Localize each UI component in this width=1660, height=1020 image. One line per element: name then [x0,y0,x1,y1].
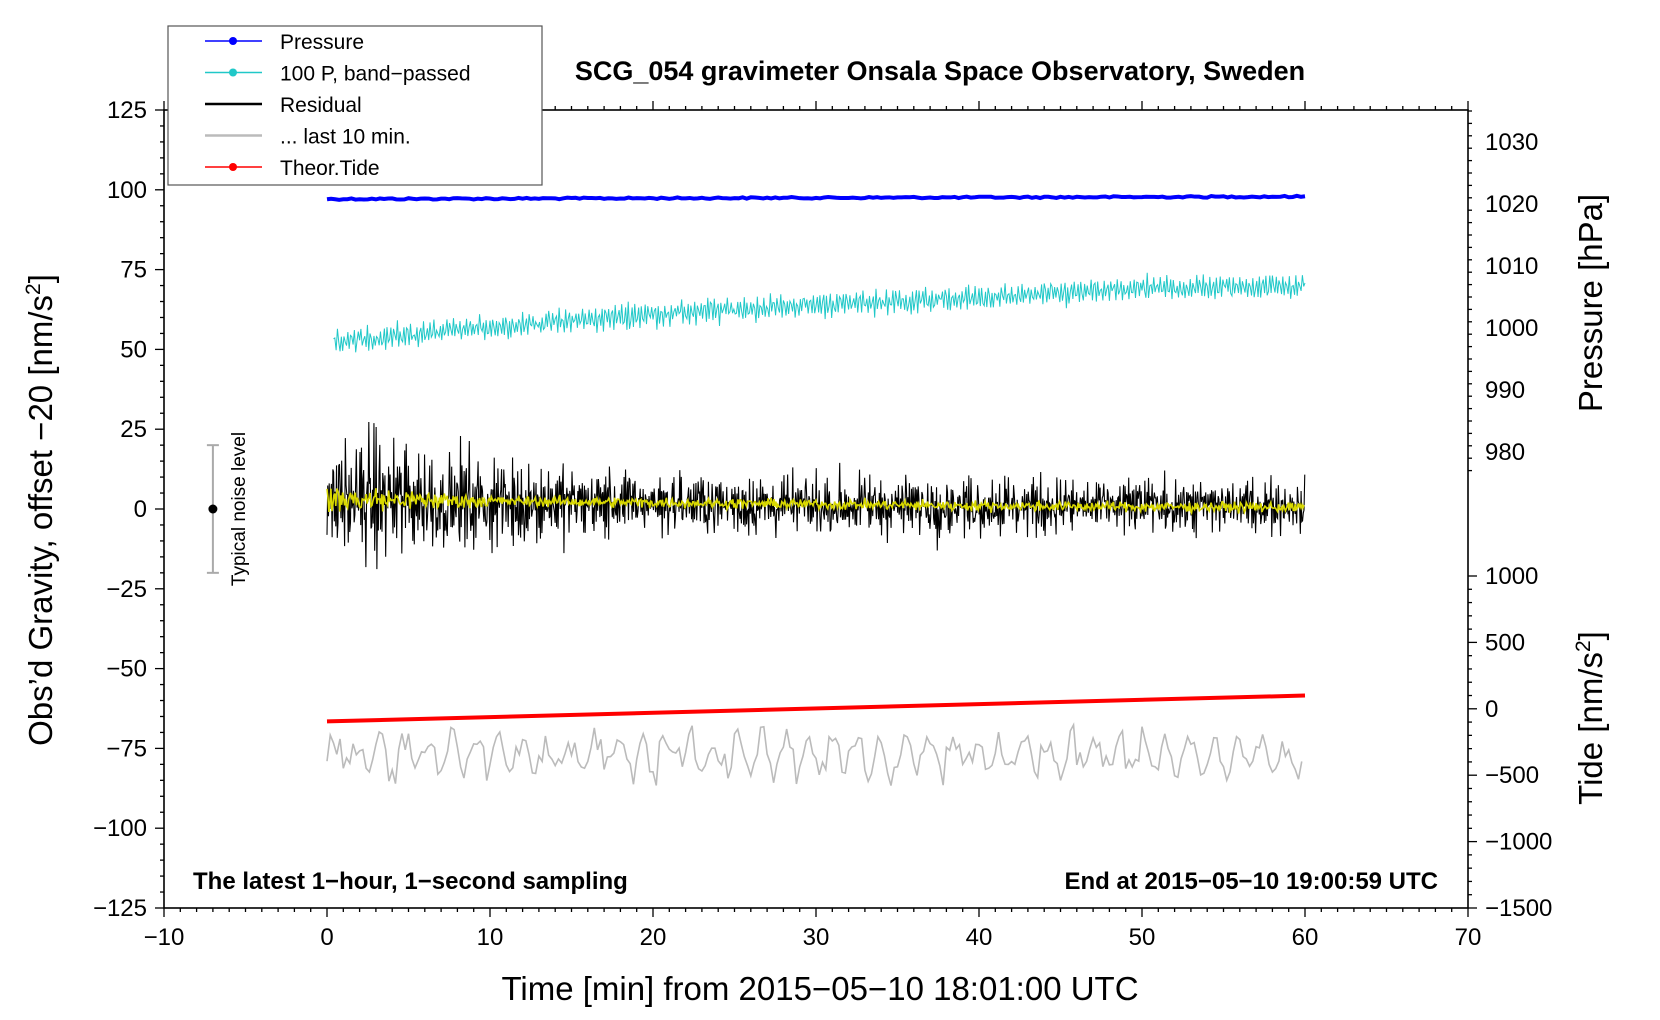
legend: Pressure 100 P, band−passed Residual ... la… [167,25,543,186]
x-tick-label: 70 [1455,924,1482,951]
x-tick-label: 50 [1129,924,1156,951]
legend-swatch-marker [229,163,237,171]
tide-axis-title: Tide [nm/s2] [1572,631,1609,805]
pressure-line [326,193,1306,202]
legend-box [167,25,543,186]
x-tick-label: 20 [640,924,667,951]
theor-tide-line [326,693,1306,724]
legend-swatch-marker [229,68,237,77]
tide-axis-title-close: ] [1572,631,1609,640]
band-passed-pressure-line [333,272,1306,353]
legend-label: Residual [280,94,362,117]
pressure-tick-label: 980 [1485,439,1525,466]
y-tick-label: −100 [93,815,147,842]
residual-line [326,422,1306,570]
annotation-right: End at 2015−05−10 19:00:59 UTC [1064,868,1438,895]
y-tick-label: −25 [106,576,147,603]
y-tick-label: 100 [107,177,147,204]
y-tick-label: 75 [120,257,147,284]
pressure-tick-label: 1030 [1485,129,1538,156]
x-tick-label: 60 [1292,924,1319,951]
tide-axis-title-sup: 2 [1572,640,1595,652]
legend-label: Theor.Tide [280,157,380,180]
legend-label: ... last 10 min. [280,126,411,149]
y-tick-label: 0 [134,496,147,523]
chart-title: SCG_054 gravimeter Onsala Space Observat… [575,56,1305,86]
legend-swatch-marker [229,37,237,45]
pressure-tick-label: 990 [1485,377,1525,404]
x-tick-label: 10 [477,924,504,951]
noise-label: Typical noise level [229,432,250,586]
x-tick-label: −10 [144,924,185,951]
series-layer [326,193,1306,786]
last-10-min-line [326,722,1303,786]
annotation-left: The latest 1−hour, 1−second sampling [193,868,628,895]
axes-layer: −10 0 10 20 30 40 50 60 701251007550250−25−50−75… [93,97,1552,951]
x-tick-label: 30 [803,924,830,951]
x-tick-label: 40 [966,924,993,951]
y-axis-title-main: Obs’d Gravity, offset −20 [nm/s [22,295,59,746]
pressure-tick-label: 1010 [1485,253,1538,280]
tide-tick-label: −1500 [1485,895,1552,922]
y-tick-label: 50 [120,336,147,363]
residual-smoothed-line [326,488,1305,516]
tide-tick-label: 500 [1485,629,1525,656]
pressure-tick-label: 1000 [1485,315,1538,342]
noise-dot [208,504,218,514]
y-tick-label: −125 [93,895,147,922]
x-tick-label: 0 [320,924,333,951]
tide-tick-label: 0 [1485,696,1498,723]
legend-label: Pressure [280,31,364,54]
y-axis-title-close: ] [22,274,59,283]
legend-label: 100 P, band−passed [280,63,471,86]
y-tick-label: 25 [120,416,147,443]
y-tick-label: 125 [107,97,147,124]
y-tick-label: −50 [106,656,147,683]
y-tick-label: −75 [106,735,147,762]
tide-tick-label: −500 [1485,762,1539,789]
x-axis-title: Time [min] from 2015−05−10 18:01:00 UTC [501,970,1138,1007]
noise-indicator: Typical noise level [206,432,250,586]
y-axis-title: Obs’d Gravity, offset −20 [nm/s2] [22,274,59,746]
y-axis-title-sup: 2 [22,283,45,295]
tide-tick-label: 1000 [1485,563,1538,590]
tide-tick-label: −1000 [1485,829,1552,856]
pressure-axis-title: Pressure [hPa] [1572,194,1609,412]
pressure-tick-label: 1020 [1485,191,1538,218]
tide-axis-title-main: Tide [nm/s [1572,652,1609,805]
